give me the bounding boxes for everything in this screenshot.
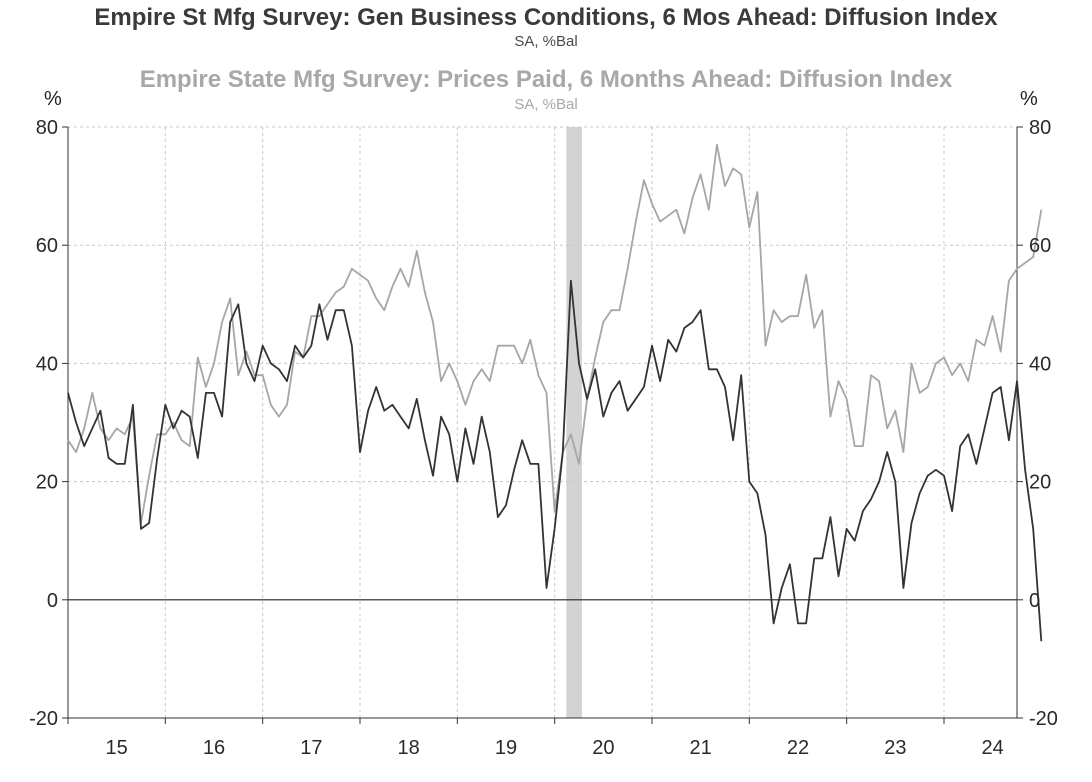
y-tick-label-left: 60: [36, 235, 58, 257]
y-tick-label-right: 0: [1029, 590, 1040, 612]
right-axis-unit: %: [1020, 88, 1038, 110]
x-tick-label: 20: [592, 737, 614, 759]
x-tick-label: 19: [495, 737, 517, 759]
y-tick-label-left: 40: [36, 353, 58, 375]
series-line-business-conditions: [67, 279, 1043, 642]
chart-subtitle: SA, %Bal: [514, 33, 578, 50]
y-tick-label-right: 20: [1029, 472, 1051, 494]
chart-subtitle-secondary: SA, %Bal: [514, 96, 578, 113]
y-tick-label-left: 0: [47, 590, 58, 612]
y-tick-label-right: 40: [1029, 353, 1051, 375]
x-tick-label: 21: [690, 737, 712, 759]
y-tick-label-right: -20: [1029, 708, 1058, 730]
y-tick-label-right: 80: [1029, 117, 1051, 139]
x-tick-label: 17: [300, 737, 322, 759]
x-tick-label: 15: [106, 737, 128, 759]
x-tick-label: 23: [884, 737, 906, 759]
left-axis-unit: %: [44, 88, 62, 110]
chart-title-secondary: Empire State Mfg Survey: Prices Paid, 6 …: [139, 66, 953, 93]
recession-shading: [566, 127, 582, 718]
x-tick-label: 16: [203, 737, 225, 759]
x-tick-label: 18: [398, 737, 420, 759]
x-tick-label: 24: [982, 737, 1004, 759]
y-tick-label-right: 60: [1029, 235, 1051, 257]
x-tick-label: 22: [787, 737, 809, 759]
y-tick-label-left: 80: [36, 117, 58, 139]
series-line-prices-paid: [67, 143, 1043, 524]
y-tick-label-left: -20: [29, 708, 58, 730]
y-tick-label-left: 20: [36, 472, 58, 494]
chart-title: Empire St Mfg Survey: Gen Business Condi…: [94, 4, 998, 31]
